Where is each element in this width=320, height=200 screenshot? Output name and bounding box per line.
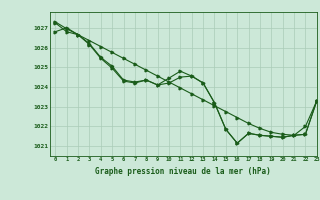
X-axis label: Graphe pression niveau de la mer (hPa): Graphe pression niveau de la mer (hPa)	[95, 167, 271, 176]
